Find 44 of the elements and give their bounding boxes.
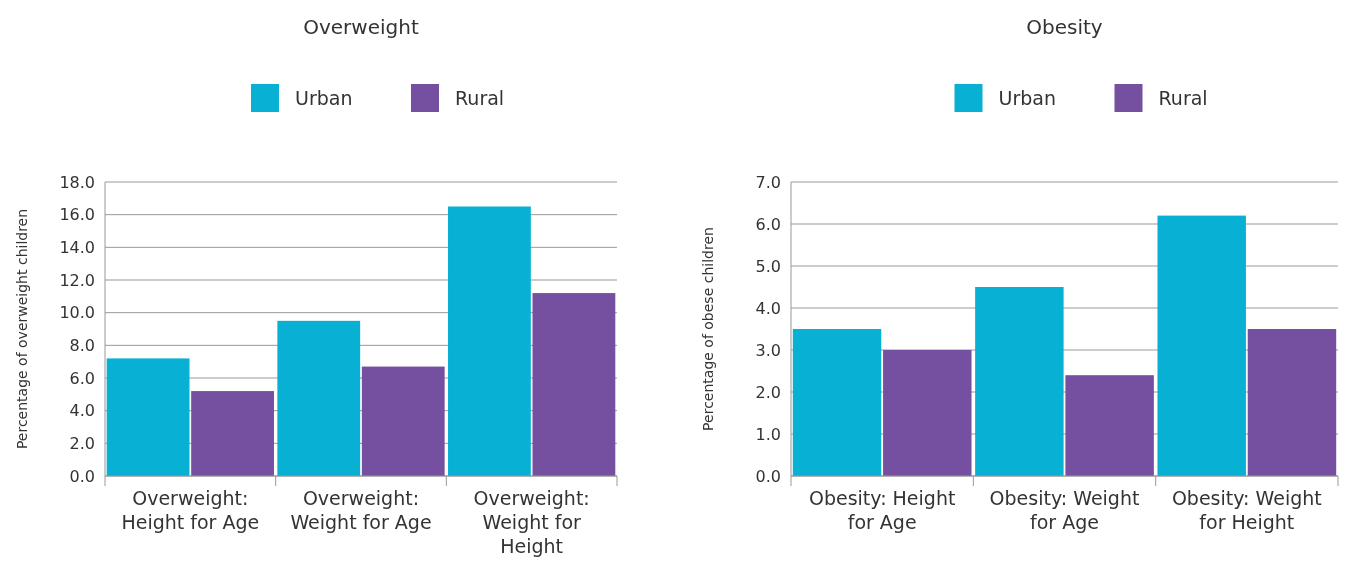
bar — [883, 350, 972, 476]
chart-title: Obesity — [1026, 15, 1103, 39]
legend-label: Rural — [455, 87, 505, 109]
y-tick-label: 10.0 — [59, 303, 95, 323]
bar — [361, 366, 445, 476]
y-tick-label: 4.0 — [755, 298, 781, 318]
y-tick-label: 1.0 — [755, 424, 781, 444]
y-tick-label: 18.0 — [59, 172, 95, 192]
x-tick-label: Obesity: Height for Age — [808, 487, 956, 533]
legend-label: Urban — [998, 87, 1056, 109]
x-tick-label: Overweight: Weight for Height — [473, 487, 590, 557]
y-tick-label: 16.0 — [59, 205, 95, 225]
y-tick-label: 2.0 — [69, 433, 95, 453]
y-tick-label: 7.0 — [755, 172, 781, 192]
bar — [277, 320, 361, 476]
y-tick-label: 6.0 — [69, 368, 95, 388]
x-tick-label: Obesity: Weight for Age — [989, 487, 1140, 533]
y-axis-title: Percentage of obese children — [700, 227, 716, 431]
legend-label: Rural — [1158, 87, 1208, 109]
y-tick-label: 6.0 — [755, 214, 781, 234]
y-tick-label: 2.0 — [755, 382, 781, 402]
bar — [975, 287, 1064, 476]
y-tick-label: 5.0 — [755, 256, 781, 276]
x-tick-label: Overweight: Height for Age — [121, 487, 260, 533]
y-tick-label: 8.0 — [69, 335, 95, 355]
bar — [106, 358, 190, 476]
chart-title: Overweight — [303, 15, 419, 39]
y-tick-label: 12.0 — [59, 270, 95, 290]
y-tick-label: 0.0 — [755, 466, 781, 486]
bar — [191, 391, 274, 476]
bar — [448, 206, 531, 476]
bar — [792, 329, 882, 476]
y-tick-label: 14.0 — [59, 237, 95, 257]
bar — [1247, 329, 1337, 476]
bar — [1065, 375, 1154, 476]
y-tick-label: 4.0 — [69, 401, 95, 421]
legend-label: Urban — [295, 87, 353, 109]
y-tick-label: 0.0 — [69, 466, 95, 486]
bar — [1157, 215, 1246, 476]
bar — [532, 293, 616, 476]
x-tick-label: Obesity: Weight for Height — [1171, 487, 1322, 533]
y-axis-title: Percentage of overweight children — [14, 208, 30, 450]
x-tick-label: Overweight: Weight for Age — [290, 487, 432, 533]
y-tick-label: 3.0 — [755, 340, 781, 360]
